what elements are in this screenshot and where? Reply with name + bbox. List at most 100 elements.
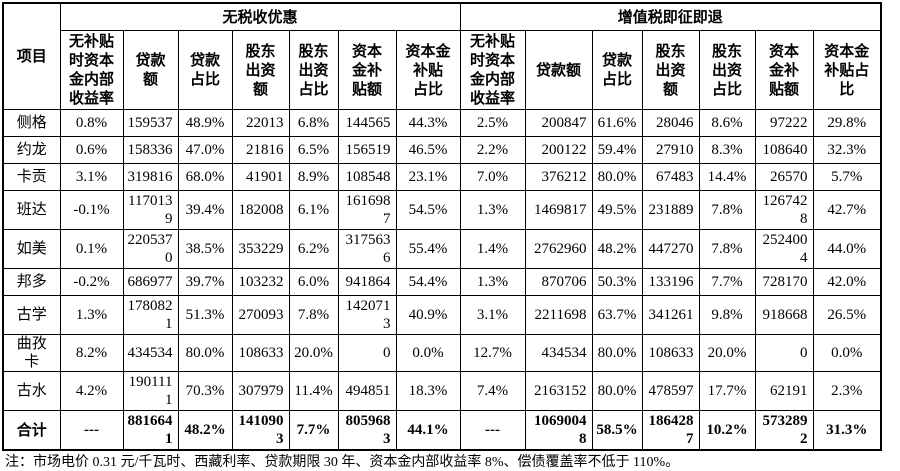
cell: 0: [754, 334, 814, 372]
table-row: 如美 0.1% 2205370 38.5% 353229 6.2% 3175636 55.4%…: [2, 229, 882, 269]
cell: 494851: [337, 371, 397, 411]
cell: 434534: [524, 334, 593, 372]
cell: 7.7%: [288, 410, 339, 451]
cell: 59.4%: [591, 136, 643, 164]
cell: 11.4%: [288, 371, 339, 411]
table-row: 古学 1.3% 1780821 51.3% 270093 7.8% 1420713 40.9%…: [2, 295, 882, 335]
row-label: 卡贡: [2, 163, 61, 191]
cell: 23.1%: [395, 163, 461, 191]
corner-header: 项目: [2, 2, 61, 110]
cell: 27910: [641, 136, 700, 164]
cell: 10.2%: [698, 410, 756, 451]
cell: 0.0%: [395, 334, 461, 372]
cell: 44.0%: [812, 229, 882, 269]
cell: 54.5%: [395, 190, 461, 230]
row-label: 班达: [2, 190, 61, 230]
cell: 42.0%: [812, 268, 882, 296]
cell: 918668: [754, 295, 814, 335]
cell: 2211698: [524, 295, 593, 335]
column-header: 股东 出资 额: [641, 30, 700, 110]
cell: 2.2%: [459, 136, 526, 164]
cell: 8.6%: [698, 109, 756, 137]
cell: 8.9%: [288, 163, 339, 191]
cell: 0.8%: [59, 109, 124, 137]
column-header: 无补贴 时资本 金内部 收益率: [59, 30, 124, 110]
cell: 108633: [231, 334, 290, 372]
cell: 7.8%: [698, 190, 756, 230]
cell: 29.8%: [812, 109, 882, 137]
cell: 1.4%: [459, 229, 526, 269]
cell: 48.2%: [591, 229, 643, 269]
cell: ---: [459, 410, 526, 451]
cell: 54.4%: [395, 268, 461, 296]
cell: 6.5%: [288, 136, 339, 164]
cell: 108548: [337, 163, 397, 191]
cell: 67483: [641, 163, 700, 191]
table-row: 邦多 -0.2% 686977 39.7% 103232 6.0% 941864 54.4% 1…: [2, 268, 882, 296]
cell: 159537: [122, 109, 179, 137]
cell: 7.7%: [698, 268, 756, 296]
column-header: 股东 出资 占比: [288, 30, 339, 110]
cell: 353229: [231, 229, 290, 269]
cell: 55.4%: [395, 229, 461, 269]
cell: 728170: [754, 268, 814, 296]
cell: 6.2%: [288, 229, 339, 269]
cell: 40.9%: [395, 295, 461, 335]
cell: 28046: [641, 109, 700, 137]
cell: 2.3%: [812, 371, 882, 411]
cell: 38.5%: [177, 229, 233, 269]
total-row: 合计 --- 8816641 48.2% 1410903 7.7% 8059683 44.1%…: [2, 410, 882, 451]
cell: 1410903: [231, 410, 290, 451]
cell: 26.5%: [812, 295, 882, 335]
cell: 200122: [524, 136, 593, 164]
cell: 0: [337, 334, 397, 372]
cell: 319816: [122, 163, 179, 191]
cell: 63.7%: [591, 295, 643, 335]
cell: 108640: [754, 136, 814, 164]
table-row: 班达 -0.1% 1170139 39.4% 182008 6.1% 1616987 54.5…: [2, 190, 882, 230]
row-label: 侧格: [2, 109, 61, 137]
cell: 108633: [641, 334, 700, 372]
column-header: 贷款额: [524, 30, 593, 110]
cell: 870706: [524, 268, 593, 296]
row-label: 古学: [2, 295, 61, 335]
cell: 46.5%: [395, 136, 461, 164]
cell: 47.0%: [177, 136, 233, 164]
cell: 9.8%: [698, 295, 756, 335]
cell: 133196: [641, 268, 700, 296]
row-label: 如美: [2, 229, 61, 269]
column-header: 贷款 额: [122, 30, 179, 110]
cell: ---: [59, 410, 124, 451]
cell: 42.7%: [812, 190, 882, 230]
cell: 1420713: [337, 295, 397, 335]
cell: 478597: [641, 371, 700, 411]
table-row: 约龙 0.6% 158336 47.0% 21816 6.5% 156519 46.5% 2.2…: [2, 136, 882, 164]
cell: 1469817: [524, 190, 593, 230]
cell: 61.6%: [591, 109, 643, 137]
cell: 2762960: [524, 229, 593, 269]
cell: 8816641: [122, 410, 179, 451]
cell: 14.4%: [698, 163, 756, 191]
cell: 1.3%: [459, 268, 526, 296]
cell: 68.0%: [177, 163, 233, 191]
cell: 6.1%: [288, 190, 339, 230]
cell: 5732892: [754, 410, 814, 451]
cell: 2524004: [754, 229, 814, 269]
cell: 8.3%: [698, 136, 756, 164]
cell: 1267428: [754, 190, 814, 230]
cell: 39.7%: [177, 268, 233, 296]
cell: 21816: [231, 136, 290, 164]
cell: -0.2%: [59, 268, 124, 296]
cell: 49.5%: [591, 190, 643, 230]
cell: 20.0%: [288, 334, 339, 372]
cell: 41901: [231, 163, 290, 191]
cell: 231889: [641, 190, 700, 230]
section-header-no-tax: 无税收优惠: [59, 2, 461, 31]
cell: 103232: [231, 268, 290, 296]
section-header-row: 项目 无税收优惠 增值税即征即退: [2, 2, 882, 110]
cell: 51.3%: [177, 295, 233, 335]
row-label: 约龙: [2, 136, 61, 164]
cell: 80.0%: [177, 334, 233, 372]
cell: 10690048: [524, 410, 593, 451]
